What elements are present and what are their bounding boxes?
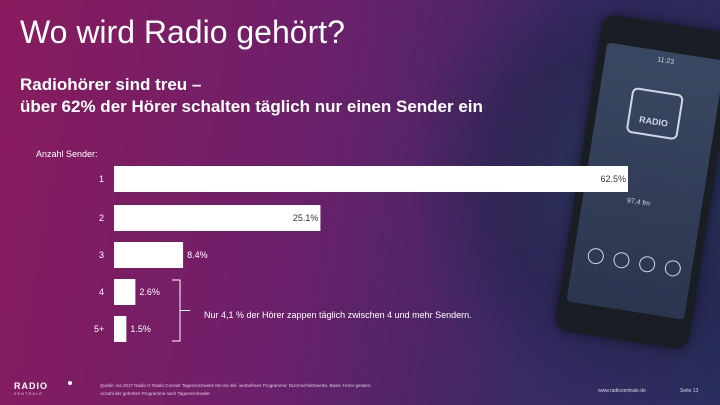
footer-url: www.radiozentrale.de <box>598 388 646 394</box>
bar <box>114 316 127 342</box>
source-line-2: Anzahl der gehörten Programme nach Tages… <box>100 391 210 396</box>
value-label: 2.6% <box>139 287 160 297</box>
page-title: Wo wird Radio gehört? <box>20 14 345 50</box>
radiozentrale-logo: RADIO ZENTRALE <box>14 381 72 401</box>
source-line-1: Quelle: ma 2017 Radio II; Radio Consult … <box>100 383 371 388</box>
bars-group: 1 62.5% 2 25.1% 3 8.4% 4 2.6% 5+ 1.5% <box>94 166 628 342</box>
logo-subtext: ZENTRALE <box>14 391 43 396</box>
page-subtitle: Radiohörer sind treu – über 62% der Höre… <box>20 74 483 118</box>
bar <box>114 205 321 231</box>
category-label: 3 <box>99 250 104 260</box>
bar <box>114 166 628 192</box>
value-label: 25.1% <box>293 213 319 223</box>
category-label: 4 <box>99 287 104 297</box>
chart-annotation: Nur 4,1 % der Hörer zappen täglich zwisc… <box>204 310 472 320</box>
bar <box>114 242 184 268</box>
category-label: 2 <box>99 213 104 223</box>
logo-dot <box>68 381 72 385</box>
category-label: 5+ <box>94 324 104 334</box>
chart-label: Anzahl Sender: <box>36 149 98 159</box>
page-number: Seite 13 <box>680 388 699 394</box>
value-label: 8.4% <box>187 250 208 260</box>
subtitle-line-2: über 62% der Hörer schalten täglich nur … <box>20 97 483 116</box>
annotation-bracket <box>172 279 190 342</box>
value-label: 62.5% <box>600 174 626 184</box>
category-label: 1 <box>99 174 104 184</box>
subtitle-line-1: Radiohörer sind treu – <box>20 75 202 94</box>
value-label: 1.5% <box>130 324 151 334</box>
logo-wordmark: RADIO <box>14 381 48 391</box>
bar <box>114 279 136 305</box>
source-note: Quelle: ma 2017 Radio II; Radio Consult … <box>100 382 371 398</box>
